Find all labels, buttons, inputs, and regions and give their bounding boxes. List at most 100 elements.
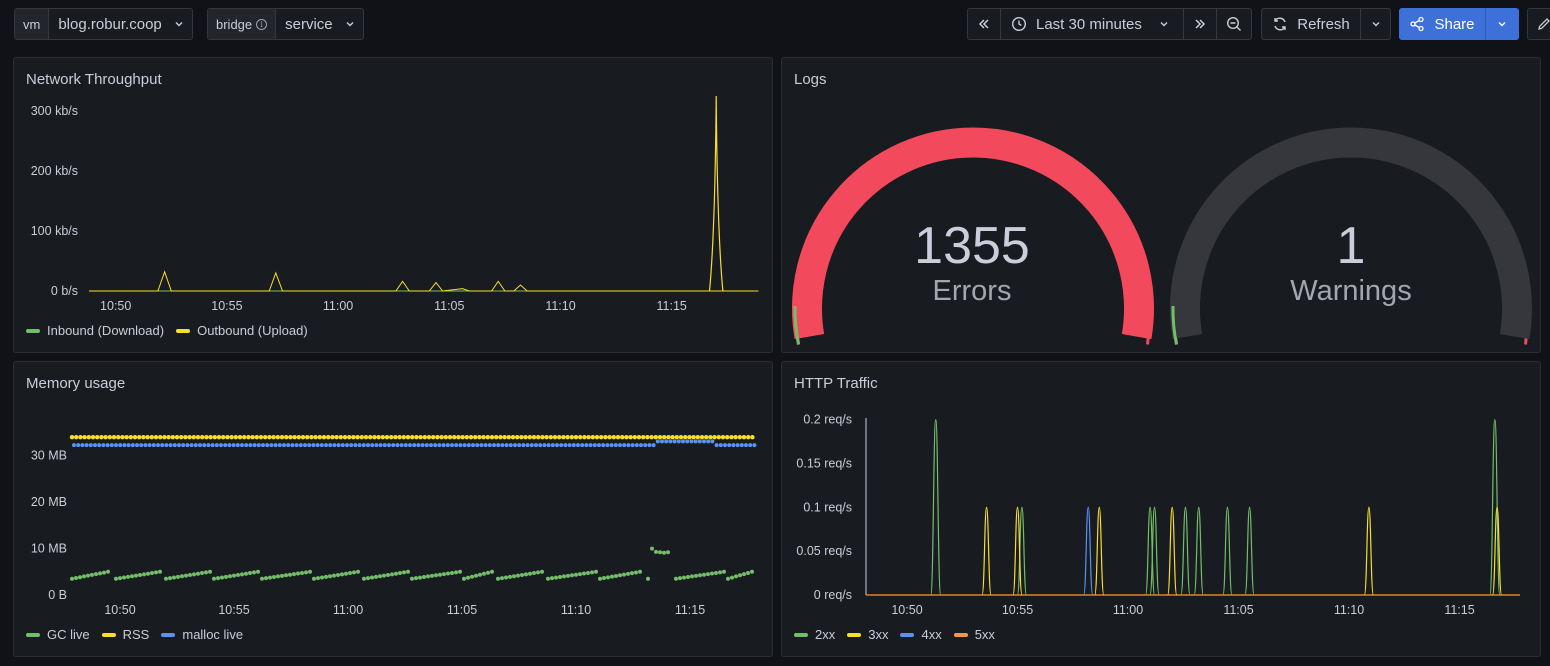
- gc-live-point: [146, 571, 150, 576]
- rss-point: [565, 434, 570, 440]
- zoom-out-button[interactable]: [1216, 8, 1252, 40]
- rss-point: [321, 434, 327, 440]
- variable-vm-select[interactable]: blog.robur.coop: [49, 9, 191, 39]
- gc-live-point: [126, 574, 130, 579]
- gc-live-point: [570, 573, 574, 578]
- gauge-warnings: 1 Warnings: [1170, 127, 1532, 345]
- gc-live-point: [738, 573, 742, 578]
- malloc-live-point: [584, 443, 589, 448]
- rss-point: [741, 434, 747, 440]
- legend-item-rss[interactable]: RSS: [101, 627, 149, 642]
- gc-live-point: [256, 569, 260, 574]
- share-options-dropdown[interactable]: [1485, 8, 1519, 40]
- gc-live-point: [434, 573, 438, 578]
- legend-label: 3xx: [868, 627, 889, 642]
- variable-bridge[interactable]: bridge i service: [207, 8, 364, 40]
- rss-point: [607, 434, 612, 440]
- legend-item-malloc-live[interactable]: malloc live: [161, 627, 243, 642]
- malloc-live-point: [151, 443, 156, 448]
- gc-live-point: [204, 570, 208, 575]
- rss-point: [599, 434, 604, 440]
- refresh-interval-dropdown[interactable]: [1360, 8, 1391, 40]
- rss-point: [368, 434, 373, 440]
- rss-point: [418, 434, 423, 440]
- gc-live-point: [618, 573, 622, 578]
- rss-point: [372, 434, 377, 440]
- rss-point: [397, 434, 402, 440]
- malloc-live-point: [214, 443, 219, 448]
- rss-point: [141, 434, 146, 440]
- rss-point: [204, 434, 209, 440]
- rss-point: [456, 434, 461, 440]
- rss-point: [296, 434, 301, 440]
- rss-point: [515, 434, 520, 440]
- malloc-live-point: [412, 443, 417, 448]
- gc-live-point: [348, 571, 352, 576]
- panel-title: Memory usage: [26, 375, 126, 392]
- rss-point: [506, 434, 511, 440]
- gc-live-point: [730, 575, 734, 580]
- legend-item-2xx[interactable]: 2xx: [794, 627, 835, 642]
- info-icon[interactable]: i: [256, 18, 268, 30]
- rss-point: [229, 434, 234, 440]
- gc-live-point: [352, 570, 356, 575]
- rss-point: [86, 434, 92, 440]
- malloc-live-point: [231, 443, 236, 448]
- legend-item-outbound[interactable]: Outbound (Upload): [176, 323, 308, 338]
- rss-point: [128, 434, 133, 440]
- malloc-live-point: [660, 439, 664, 444]
- legend-label: 5xx: [974, 627, 995, 642]
- rss-point: [330, 434, 335, 440]
- rss-point: [670, 434, 675, 440]
- legend-item-inbound[interactable]: Inbound (Download): [26, 323, 164, 338]
- malloc-live-point: [227, 443, 232, 448]
- rss-point: [355, 434, 360, 440]
- malloc-live-point: [609, 443, 614, 448]
- gc-live-point: [200, 571, 204, 576]
- legend-item-5xx[interactable]: 5xx: [953, 627, 995, 642]
- legend-item-3xx[interactable]: 3xx: [847, 627, 888, 642]
- zoom-out-icon: [1226, 16, 1241, 31]
- gc-live-point: [168, 576, 172, 581]
- rss-point: [674, 434, 679, 440]
- malloc-live-point: [416, 443, 421, 448]
- malloc-live-point: [458, 443, 463, 448]
- rss-point: [275, 434, 280, 440]
- panel-title: HTTP Traffic: [794, 375, 878, 392]
- gc-live-point: [490, 569, 494, 574]
- gc-live-point: [106, 569, 110, 574]
- share-button[interactable]: Share: [1399, 8, 1485, 40]
- malloc-live-point: [387, 443, 391, 448]
- rss-point: [695, 434, 700, 440]
- time-shift-forward-button[interactable]: [1183, 8, 1217, 40]
- rss-point: [431, 434, 436, 440]
- y-tick-label: 0.15 req/s: [796, 456, 852, 470]
- rss-point: [737, 434, 742, 440]
- gc-live-point: [578, 572, 582, 577]
- malloc-live-point: [366, 443, 370, 448]
- variable-bridge-select[interactable]: service: [276, 9, 363, 39]
- legend-item-4xx[interactable]: 4xx: [900, 627, 942, 642]
- malloc-live-point: [72, 443, 76, 448]
- gc-live-point: [516, 573, 520, 578]
- gc-live-point: [482, 571, 486, 576]
- malloc-live-point: [731, 443, 736, 448]
- rss-point: [342, 434, 348, 440]
- gc-live-point: [524, 572, 528, 577]
- variable-vm[interactable]: vm blog.robur.coop: [14, 8, 193, 40]
- gc-live-point: [622, 572, 626, 577]
- time-shift-back-button[interactable]: [967, 8, 1001, 40]
- edit-button[interactable]: [1527, 8, 1550, 40]
- gauge-threshold-base: [793, 305, 800, 345]
- malloc-live-point: [420, 443, 425, 448]
- y-tick-label: 0 req/s: [814, 588, 852, 602]
- rss-point: [620, 434, 625, 440]
- malloc-live-point: [265, 443, 270, 448]
- variable-bridge-label: bridge i: [208, 9, 277, 39]
- legend-item-gc-live[interactable]: GC live: [26, 627, 90, 642]
- malloc-live-point: [697, 439, 702, 444]
- malloc-live-point: [588, 443, 593, 448]
- time-range-picker[interactable]: Last 30 minutes: [1000, 8, 1184, 40]
- gauge-errors-value: 1355: [914, 217, 1030, 275]
- refresh-button[interactable]: Refresh: [1261, 8, 1361, 40]
